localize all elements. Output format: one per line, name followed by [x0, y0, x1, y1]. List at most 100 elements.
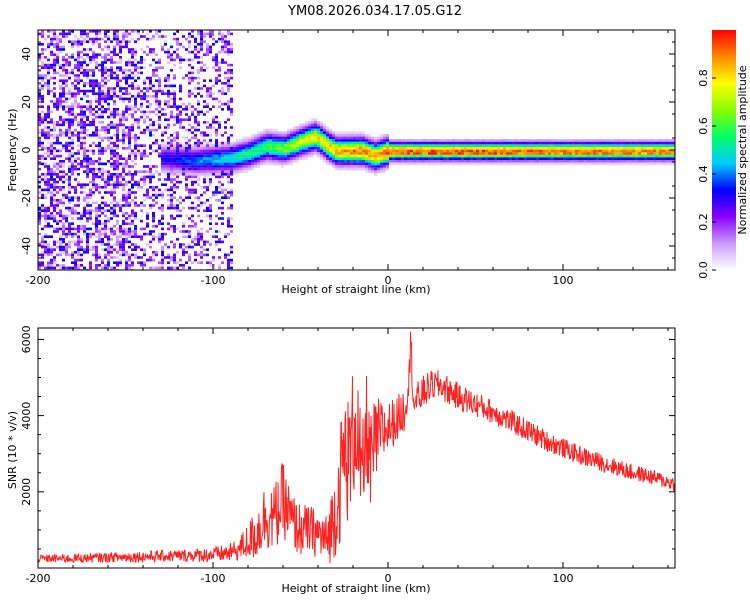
spectrogram-cell — [557, 139, 560, 142]
spectrogram-cell — [155, 251, 158, 254]
spectrogram-cell — [290, 144, 293, 147]
spectrogram-cell — [479, 147, 482, 150]
spectrogram-cell — [77, 74, 80, 77]
spectrogram-cell — [38, 217, 41, 220]
spectrogram-cell — [140, 209, 143, 212]
spectrogram-cell — [125, 230, 128, 233]
spectrogram-cell — [497, 139, 500, 142]
spectrogram-cell — [221, 58, 224, 62]
spectrogram-cell — [44, 225, 47, 228]
spectrogram-cell — [179, 126, 182, 129]
spectrogram-cell — [47, 43, 50, 46]
spectrogram-cell — [161, 108, 164, 111]
spectrogram-cell — [116, 162, 119, 166]
spectrogram-cell — [167, 152, 170, 155]
spectrogram-cell — [422, 162, 425, 166]
spectrogram-cell — [218, 191, 221, 194]
spectrogram-cell — [488, 162, 491, 166]
spectrogram-cell — [170, 139, 173, 142]
spectrogram-cell — [317, 149, 320, 153]
spectrogram-cell — [53, 100, 56, 103]
spectrogram-cell — [311, 144, 314, 147]
spectrogram-cell — [155, 89, 158, 93]
spectrogram-cell — [275, 154, 278, 158]
spectrogram-cell — [95, 201, 98, 205]
spectrogram-cell — [77, 248, 80, 251]
spectrogram-cell — [350, 167, 353, 171]
spectrogram-cell — [113, 191, 116, 194]
spectrogram-cell — [215, 165, 218, 168]
spectrogram-cell — [164, 84, 167, 88]
spectrogram-cell — [59, 32, 62, 36]
spectrogram-cell — [161, 144, 164, 147]
spectrogram-cell — [194, 206, 197, 210]
spectrogram-cell — [356, 149, 359, 153]
spectrogram-cell — [59, 115, 62, 119]
spectrogram-cell — [80, 131, 83, 134]
spectrogram-cell — [206, 152, 209, 155]
spectrogram-cell — [590, 139, 593, 142]
spectrogram-cell — [113, 230, 116, 233]
spectrogram-cell — [671, 149, 674, 153]
spectrogram-cell — [458, 152, 461, 155]
spectrogram-cell — [242, 139, 245, 142]
spectrogram-cell — [38, 118, 41, 121]
spectrogram-cell — [347, 160, 350, 163]
spectrogram-cell — [467, 152, 470, 155]
spectrogram-cell — [107, 243, 110, 246]
spectrogram-cell — [50, 235, 53, 238]
spectrogram-cell — [569, 157, 572, 160]
spectrogram-cell — [140, 204, 143, 207]
spectrogram-cell — [185, 175, 188, 179]
spectrogram-cell — [572, 144, 575, 147]
spectrogram-cell — [191, 110, 194, 114]
spectrogram-cell — [578, 154, 581, 158]
spectrogram-cell — [353, 131, 356, 134]
spectrogram-cell — [203, 40, 206, 43]
spectrogram-cell — [161, 238, 164, 241]
spectrogram-cell — [59, 87, 62, 90]
spectrogram-cell — [293, 134, 296, 137]
spectrogram-cell — [287, 154, 290, 158]
spectrogram-cell — [65, 173, 68, 176]
spectrogram-cell — [389, 139, 392, 142]
spectrogram-cell — [167, 253, 170, 257]
spectrogram-cell — [110, 141, 113, 145]
spectrogram-cell — [437, 149, 440, 153]
spectrogram-cell — [212, 167, 215, 171]
spectrogram-cell — [107, 209, 110, 212]
spectrogram-cell — [485, 162, 488, 166]
spectrogram-cell — [200, 110, 203, 114]
spectrogram-cell — [206, 147, 209, 150]
spectrogram-cell — [158, 206, 161, 210]
spectrogram-cell — [92, 175, 95, 179]
spectrogram-cell — [65, 92, 68, 95]
spectrogram-cell — [206, 95, 209, 98]
spectrogram-cell — [173, 162, 176, 166]
spectrogram-cell — [359, 149, 362, 153]
spectrogram-cell — [392, 157, 395, 160]
spectrogram-cell — [272, 154, 275, 158]
spectrogram-cell — [176, 40, 179, 43]
spectrogram-cell — [143, 121, 146, 124]
spectrogram-cell — [158, 61, 161, 64]
spectrogram-cell — [326, 149, 329, 153]
spectrogram-cell — [323, 139, 326, 142]
spectrogram-cell — [626, 139, 629, 142]
spectrogram-cell — [644, 154, 647, 158]
spectrogram-cell — [203, 157, 206, 160]
spectrogram-cell — [89, 235, 92, 238]
spectrogram-cell — [152, 251, 155, 254]
spectrogram-cell — [179, 118, 182, 121]
spectrogram-cell — [74, 105, 77, 108]
spectrogram-cell — [461, 147, 464, 150]
spectrogram-cell — [455, 154, 458, 158]
spectrogram-cell — [173, 245, 176, 249]
spectrogram-cell — [311, 147, 314, 150]
spectrogram-cell — [221, 196, 224, 199]
spectrogram-cell — [86, 69, 89, 72]
spectrogram-cell — [122, 123, 125, 127]
spectrogram-cell — [113, 196, 116, 199]
spectrogram-cell — [137, 152, 140, 155]
spectrogram-cell — [188, 160, 191, 163]
